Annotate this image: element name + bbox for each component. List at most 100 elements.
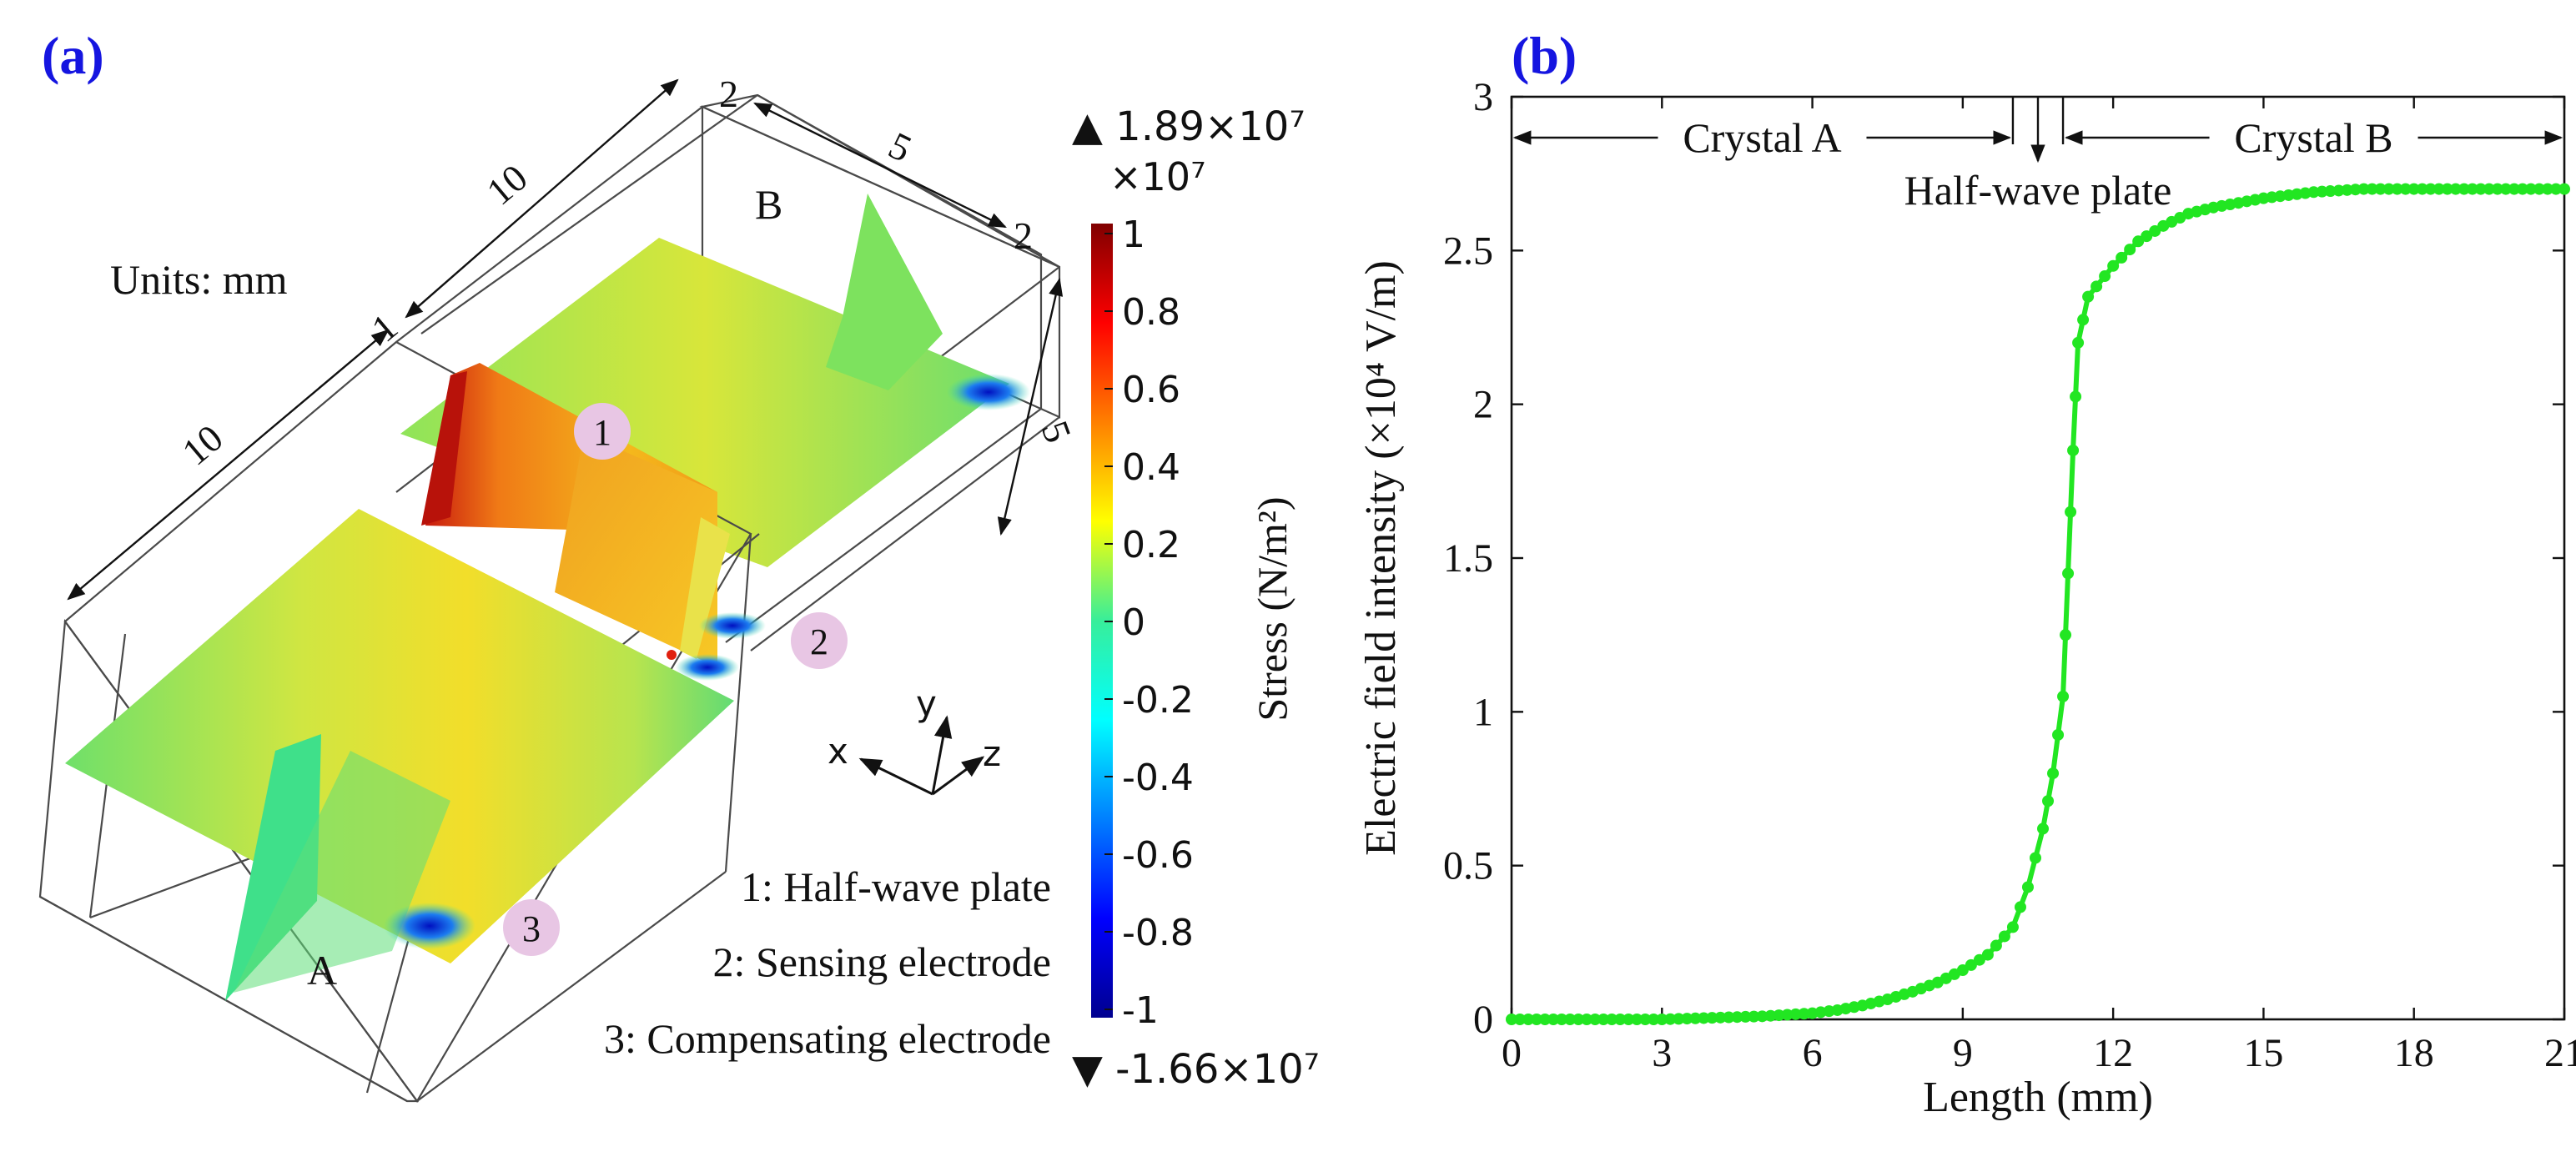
- data-point: [2014, 901, 2026, 913]
- legend-compensating-electrode: 3: Compensating electrode: [604, 1015, 1051, 1062]
- data-point: [1506, 1014, 1517, 1025]
- colorbar-tick-label: -1: [1122, 989, 1159, 1032]
- colorbar-tick-label: 0.6: [1122, 369, 1180, 411]
- data-point: [2052, 728, 2065, 741]
- data-point: [2491, 183, 2503, 195]
- data-point: [2433, 183, 2445, 195]
- data-point: [2516, 183, 2528, 195]
- data-point: [1965, 958, 1977, 971]
- x-axis-ticks: 0 3 6 9 12 15 18 21: [1502, 97, 2576, 1075]
- sensing-electrode-hotspot-2: [676, 654, 739, 681]
- data-point: [2524, 183, 2537, 195]
- data-point: [2060, 629, 2072, 641]
- colorbar-title: Stress (N/m²): [1249, 496, 1296, 721]
- data-point: [2042, 795, 2055, 807]
- crystal-b-label-background: [2209, 113, 2418, 161]
- colorbar-tick-label: 0: [1122, 601, 1145, 644]
- y-tick-label: 3: [1473, 75, 1493, 119]
- data-point: [2391, 183, 2403, 195]
- data-point: [1664, 1013, 1677, 1025]
- data-point: [2132, 235, 2145, 248]
- data-point: [1572, 1014, 1585, 1025]
- dimension-label-top-right: 2: [1014, 214, 1033, 257]
- data-point: [1981, 948, 1994, 961]
- data-point: [2332, 184, 2345, 197]
- marker-1: 1: [574, 403, 631, 460]
- data-point: [2558, 183, 2570, 195]
- data-point: [1706, 1012, 1718, 1024]
- dimension-arrows: [67, 78, 1064, 601]
- x-axis-label: Length (mm): [1923, 1074, 2153, 1121]
- panel-a: (a): [38, 26, 1320, 1103]
- data-point: [2324, 185, 2337, 198]
- data-point: [1756, 1010, 1768, 1023]
- data-point: [2077, 314, 2090, 326]
- data-point: [2399, 183, 2412, 195]
- y-tick-label: 1.5: [1443, 536, 1493, 581]
- data-point: [1673, 1013, 1685, 1025]
- colorbar-tick-label: -0.2: [1122, 679, 1194, 722]
- y-axis-ticks: 0 0.5 1 1.5 2 2.5 3: [1443, 75, 2564, 1042]
- x-tick-label: 6: [1803, 1031, 1823, 1075]
- data-point: [1589, 1014, 1602, 1025]
- data-point: [1998, 930, 2010, 943]
- data-point: [2065, 506, 2077, 518]
- marker-1-label: 1: [593, 412, 611, 453]
- x-tick-label: 12: [2093, 1031, 2133, 1075]
- x-tick-label: 15: [2243, 1031, 2283, 1075]
- data-point: [2099, 270, 2111, 283]
- data-point: [1581, 1014, 1593, 1025]
- data-point: [1623, 1014, 1635, 1025]
- series-layer: [1506, 183, 2570, 1025]
- data-point: [1781, 1009, 1794, 1021]
- y-tick-label: 0: [1473, 998, 1493, 1042]
- legend-sensing-electrode: 2: Sensing electrode: [713, 938, 1051, 985]
- data-point: [2458, 183, 2470, 195]
- data-point: [2047, 767, 2060, 780]
- data-point: [2449, 183, 2462, 195]
- data-point: [1631, 1014, 1643, 1025]
- panel-b-label: (b): [1512, 26, 1577, 85]
- dimension-label-width: 5: [883, 123, 918, 170]
- data-point: [2141, 230, 2153, 243]
- data-point: [1714, 1011, 1727, 1024]
- data-point: [2116, 251, 2128, 264]
- data-point: [2107, 259, 2120, 272]
- data-point: [1773, 1009, 1785, 1022]
- data-point: [1798, 1008, 1810, 1020]
- marker-2: 2: [791, 612, 848, 669]
- half-wave-plate-annotation: Half-wave plate: [1904, 167, 2172, 214]
- data-point: [1564, 1014, 1577, 1025]
- data-point: [1973, 953, 1985, 966]
- plot-area-frame: [1510, 95, 2566, 1021]
- half-wave-plate-edge: [421, 371, 467, 526]
- data-point: [1531, 1014, 1543, 1025]
- data-point: [2149, 224, 2161, 237]
- x-tick-label: 3: [1652, 1031, 1672, 1075]
- data-point: [1547, 1014, 1560, 1025]
- data-point: [2483, 183, 2495, 195]
- data-point: [2508, 183, 2520, 195]
- data-point: [2021, 881, 2034, 893]
- axis-z-label: z: [983, 733, 1001, 774]
- data-point: [1522, 1014, 1535, 1025]
- data-point: [2072, 336, 2085, 349]
- data-point: [2090, 280, 2103, 293]
- data-point: [2366, 183, 2378, 195]
- colorbar-tick-label: -0.8: [1122, 912, 1194, 954]
- data-point: [2349, 184, 2362, 196]
- data-point: [1556, 1014, 1568, 1025]
- data-point: [2382, 183, 2395, 195]
- data-point: [2466, 183, 2478, 195]
- axis-x-label: x: [828, 731, 848, 772]
- y-tick-label: 2.5: [1443, 229, 1493, 273]
- data-point: [2341, 184, 2353, 196]
- data-point: [1614, 1014, 1627, 1025]
- crystal-label-b: B: [755, 181, 782, 228]
- data-point: [2029, 852, 2041, 864]
- data-point: [1689, 1012, 1702, 1024]
- crystal-a-vertical-plane: [225, 734, 321, 1001]
- data-point: [2499, 183, 2512, 195]
- marker-3: 3: [503, 899, 560, 956]
